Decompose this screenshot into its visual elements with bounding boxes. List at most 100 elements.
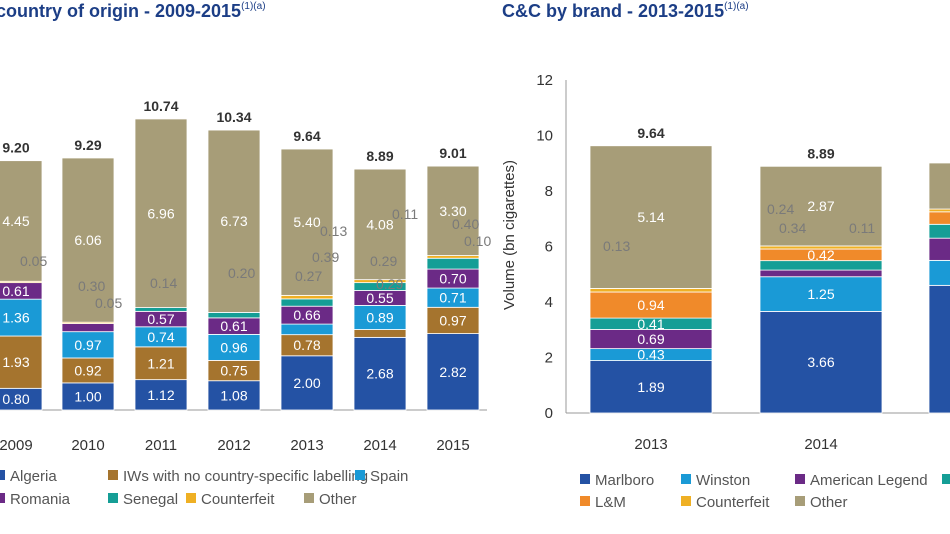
data-label: 0.96: [220, 339, 247, 355]
bar-2015-marlboro: [928, 284, 950, 414]
total-label-2013: 9.64: [637, 125, 664, 141]
data-label: 0.94: [637, 297, 664, 313]
total-label-2010: 9.29: [74, 137, 101, 153]
y-tick-label: 10: [536, 128, 553, 145]
bar-2013-other: [589, 145, 713, 289]
legend-swatch: [681, 496, 691, 506]
x-tick-label: 2012: [217, 437, 250, 454]
annotation-label: 0.39: [312, 249, 339, 265]
data-label: 0.92: [74, 362, 101, 378]
data-label: 6.06: [74, 232, 101, 248]
data-label: 1.00: [74, 388, 101, 404]
legend-swatch: [108, 493, 118, 503]
data-label: 0.75: [220, 363, 247, 379]
legend-swatch: [681, 474, 691, 484]
legend-swatch: [355, 470, 365, 480]
bar-2010-other: [61, 157, 115, 323]
bar-2013-spain: [280, 323, 334, 336]
legend-label: Algeria: [10, 468, 57, 485]
data-label: 0.61: [220, 318, 247, 334]
annotation-label: 0.40: [452, 216, 479, 232]
bar-2013-counterfeit: [280, 294, 334, 300]
bar-2011-senegal: [134, 307, 188, 312]
annotation-label: 0.14: [150, 275, 177, 291]
bar-2015-algeria: [426, 333, 480, 411]
total-label-2015: 9.01: [439, 145, 466, 161]
bar-2014-algeria: [353, 336, 407, 411]
bar-2011-algeria: [134, 379, 188, 411]
bar-2013-counterfeit: [589, 288, 713, 293]
x-tick-label: 2013: [290, 437, 323, 454]
bar-2009-iws-with-no-country-specific-labelling: [0, 335, 43, 389]
total-label-2011: 10.74: [143, 98, 178, 114]
annotation-label: 0.24: [767, 201, 794, 217]
legend-label: Other: [810, 494, 848, 511]
data-label: 5.40: [293, 214, 320, 230]
data-label: 0.41: [637, 316, 664, 332]
bar-2012-algeria: [207, 380, 261, 411]
annotation-label: 0.05: [95, 295, 122, 311]
data-label: 1.93: [2, 354, 29, 370]
bar-2015-winston: [928, 259, 950, 286]
y-tick-label: 6: [545, 239, 553, 256]
x-tick-label: 2009: [0, 437, 33, 454]
legend-swatch: [0, 470, 5, 480]
bar-2013-other: [280, 148, 334, 296]
annotation-label: 0.30: [78, 278, 105, 294]
data-label: 0.70: [439, 271, 466, 287]
legend-swatch: [795, 496, 805, 506]
bar-2015-senegal: [426, 257, 480, 270]
bar-2009-other: [0, 160, 43, 282]
annotation-label: 0.10: [464, 233, 491, 249]
bar-2014-other: [353, 168, 407, 281]
bar-2015-american-legend: [928, 237, 950, 261]
legend-swatch: [304, 493, 314, 503]
annotation-label: 0.11: [392, 206, 418, 222]
annotation-label: 0.11: [849, 220, 875, 236]
data-label: 0.97: [74, 337, 101, 353]
data-label: 0.66: [293, 307, 320, 323]
data-label: 0.89: [366, 309, 393, 325]
legend-swatch: [795, 474, 805, 484]
bar-2014-other: [759, 165, 883, 247]
data-label: 0.78: [293, 337, 320, 353]
data-label: 0.43: [637, 347, 664, 363]
bar-2010-romania: [61, 323, 115, 333]
legend-label: Marlboro: [595, 472, 654, 489]
x-tick-label: 2011: [145, 437, 177, 454]
bar-2013-senegal: [280, 298, 334, 307]
data-label: 0.61: [2, 283, 29, 299]
bar-2015-senegal: [928, 223, 950, 239]
y-tick-label: 12: [536, 72, 553, 89]
bar-2014-counterfeit: [759, 245, 883, 250]
data-label: 1.89: [637, 379, 664, 395]
annotation-label: 0.20: [228, 265, 255, 281]
bar-2013-algeria: [280, 355, 334, 411]
left-chart-title: country of origin - 2009-2015(1)(a): [0, 1, 266, 21]
bar-2014-american-legend: [759, 269, 883, 278]
data-label: 6.96: [147, 205, 174, 221]
legend-swatch-clipped: [942, 474, 950, 484]
bar-2014-iws-with-no-country-specific-labelling: [353, 329, 407, 338]
data-label: 0.71: [439, 290, 466, 306]
data-label: 3.66: [807, 354, 834, 370]
data-label: 0.74: [147, 329, 174, 345]
bar-2011-other: [134, 118, 188, 308]
total-label-2014: 8.89: [366, 148, 393, 164]
total-label-2013: 9.64: [293, 128, 320, 144]
annotation-label: 0.05: [20, 253, 47, 269]
y-tick-label: 4: [545, 294, 553, 311]
bar-2012-senegal: [207, 312, 261, 319]
bar-2010-spain: [61, 331, 115, 359]
bar-2012-other: [207, 129, 261, 313]
data-label: 2.00: [293, 375, 320, 391]
legend-swatch: [186, 493, 196, 503]
data-label: 0.55: [366, 290, 393, 306]
total-label-2009: 9.20: [2, 140, 29, 156]
annotation-label: 0.27: [295, 268, 322, 284]
left-chart: 0.80 1.93 1.36 0.61 4.45 9.20 2009 1.00 0.92 0.97…: [0, 98, 491, 508]
bar-2012-spain: [207, 333, 261, 361]
annotation-label: 0.34: [779, 220, 806, 236]
